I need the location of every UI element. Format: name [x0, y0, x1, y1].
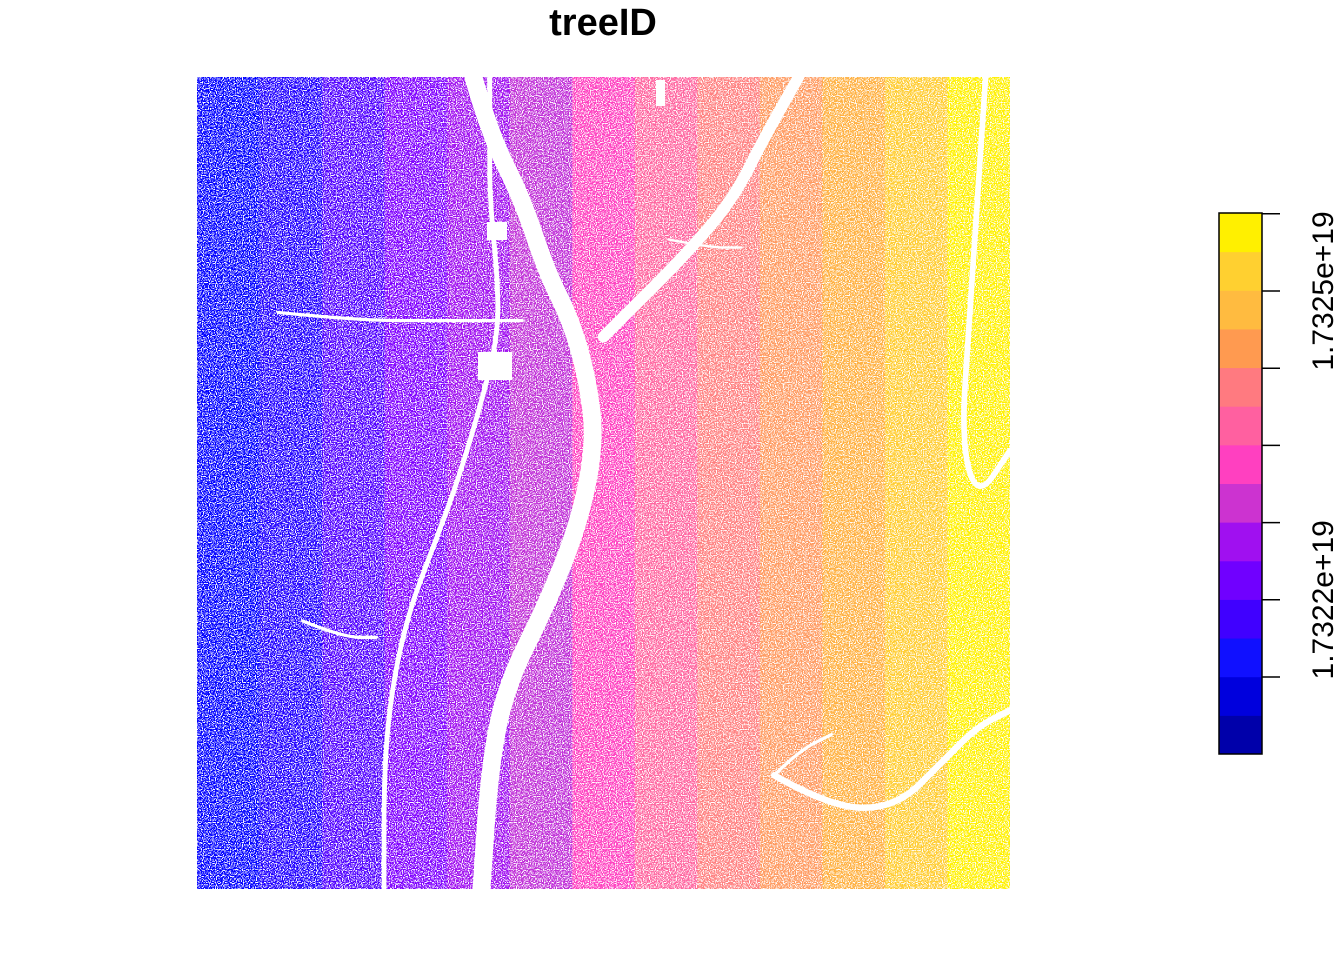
legend-swatch [1219, 599, 1262, 639]
river-gap [381, 77, 501, 889]
chart-title: treeID [549, 2, 657, 44]
stream-gap [770, 707, 1010, 812]
stream-gap [961, 77, 1010, 489]
stream-gap [667, 238, 743, 249]
river-gap [597, 77, 805, 343]
stream-gap [301, 619, 378, 639]
legend-swatch [1219, 251, 1262, 291]
point-texture [197, 77, 1010, 889]
stream-gap [276, 310, 524, 323]
stream-gap [772, 733, 833, 777]
legend-swatch [1219, 290, 1262, 330]
legend-swatch [1219, 483, 1262, 523]
legend-swatch [1219, 522, 1262, 562]
gap-paths [276, 77, 1010, 889]
legend-swatch [1219, 638, 1262, 678]
legend-swatch [1219, 367, 1262, 407]
legend-swatch [1219, 444, 1262, 484]
legend-swatch [1219, 560, 1262, 600]
legend-tick-label: 1.7325e+19 [1307, 211, 1340, 370]
legend-swatch [1219, 328, 1262, 369]
color-legend: 1.7322e+19 1.7325e+19 [1218, 211, 1340, 755]
clearing [487, 222, 507, 240]
point-speckle [197, 77, 1010, 889]
legend-tick-label: 1.7322e+19 [1307, 520, 1340, 679]
legend-swatch [1219, 676, 1262, 716]
legend-swatch [1219, 406, 1262, 446]
legend-swatch [1219, 213, 1262, 253]
clearing [478, 352, 512, 380]
legend-swatch [1219, 715, 1262, 755]
river-gap [464, 77, 602, 889]
legend-frame [1218, 212, 1263, 755]
clearing [656, 80, 665, 106]
